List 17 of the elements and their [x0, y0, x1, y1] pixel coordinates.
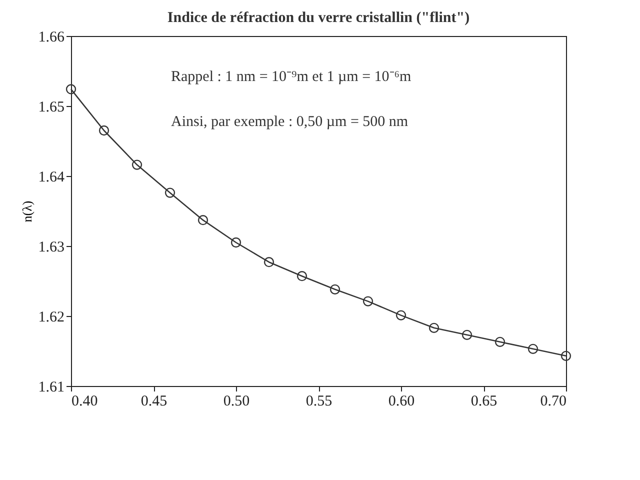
x-tick-label: 0.45 [140, 394, 168, 410]
y-tick-label: 1.65 [38, 100, 64, 116]
y-tick-label: 1.66 [38, 30, 65, 46]
annotation: Ainsi, par exemple : 0,50 µm = 500 nm [171, 114, 408, 130]
x-tick-label: 0.40 [72, 394, 98, 410]
x-tick-label: 0.70 [540, 394, 566, 410]
y-tick-label: 1.61 [38, 380, 64, 396]
y-tick-label: 1.64 [38, 170, 65, 186]
y-axis-title: n(λ) [19, 200, 34, 222]
chart-title: Indice de réfraction du verre cristallin ("flint") [167, 10, 470, 26]
x-tick-label: 0.50 [223, 394, 250, 410]
annotation: Rappel : 1 nm = 10⁻⁹m et 1 µm = 10⁻⁶m [171, 69, 412, 85]
y-tick-label: 1.63 [38, 240, 64, 256]
x-tick-label: 0.60 [388, 394, 415, 410]
y-tick-label: 1.62 [38, 310, 64, 326]
x-tick-label: 0.65 [470, 394, 498, 410]
x-tick-label: 0.55 [306, 394, 332, 410]
